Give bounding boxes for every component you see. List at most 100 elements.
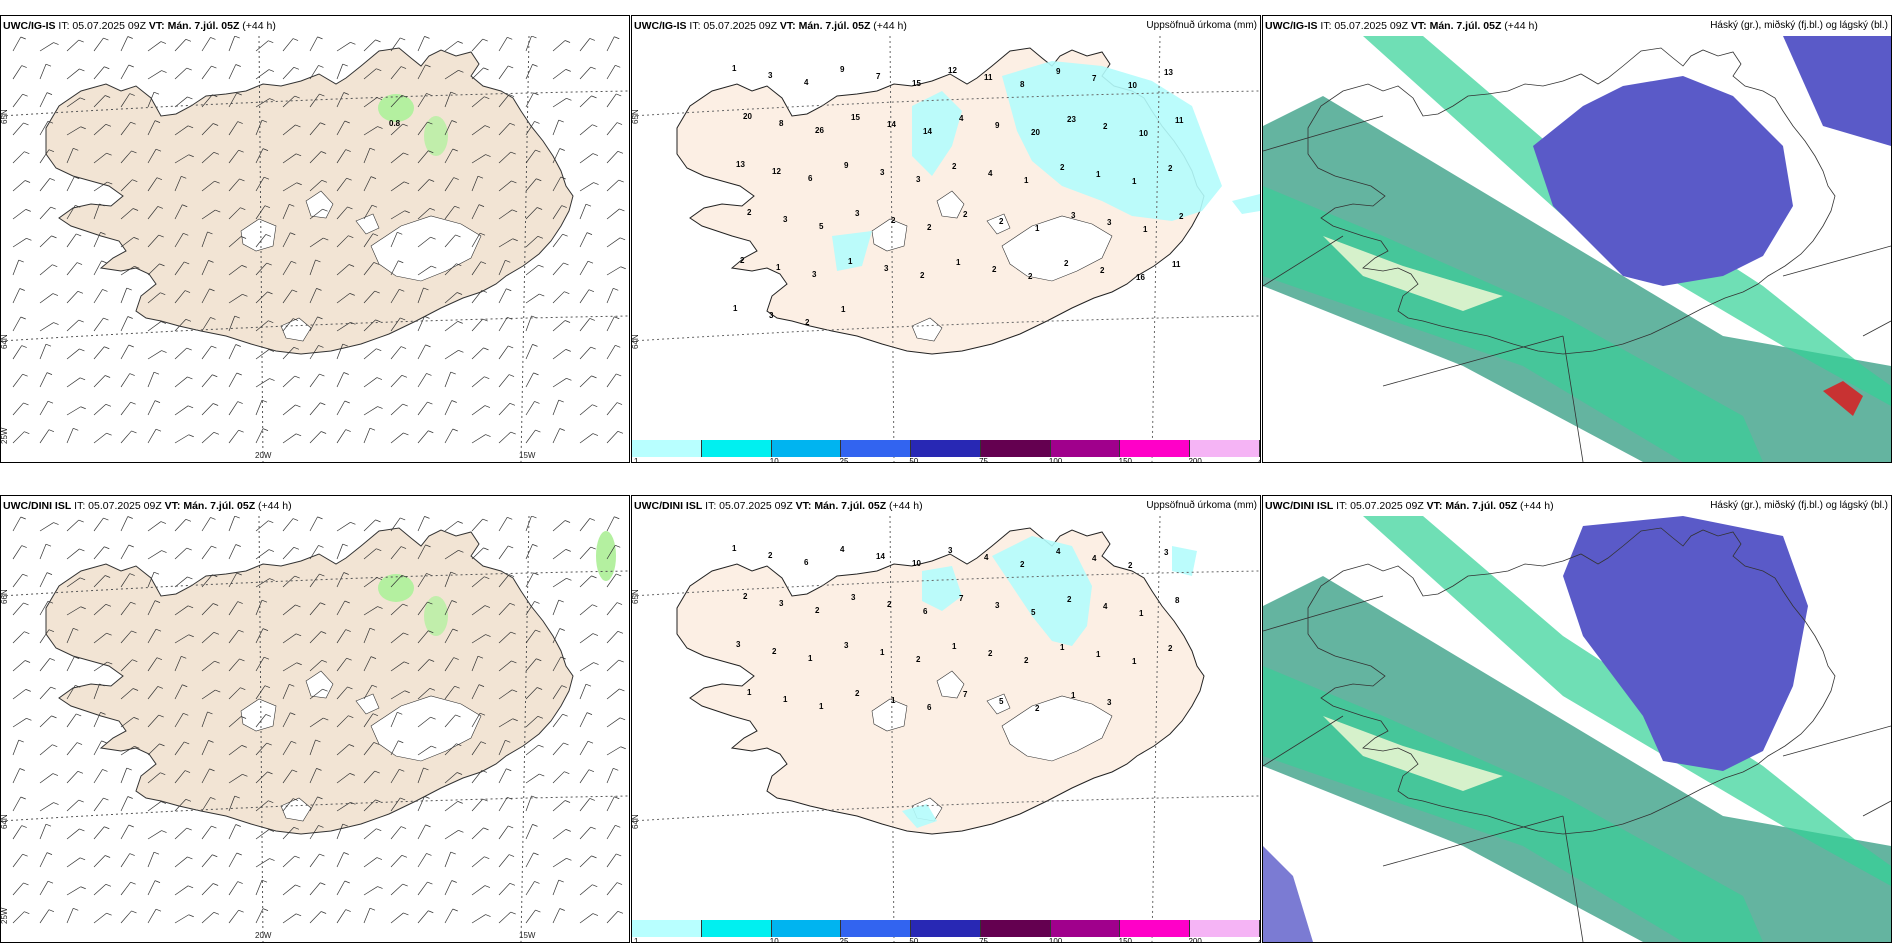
precip-value: 23 (1067, 115, 1076, 124)
wind-barb (363, 828, 382, 840)
wind-barb (120, 316, 133, 332)
wind-barb (201, 37, 216, 52)
wind-barb (579, 913, 599, 924)
high-cloud-band (1363, 516, 1891, 886)
precip-value: 4 (804, 78, 809, 87)
precip-value: 20 (1031, 128, 1040, 137)
glacier-area (986, 213, 1011, 235)
wind-barb (282, 346, 300, 360)
wind-barb (471, 67, 489, 80)
wind-barb (147, 571, 160, 588)
wind-barb (228, 795, 240, 812)
wind-barb (174, 856, 193, 868)
lat-label: 64N (1, 814, 9, 829)
iceland-outline (1307, 47, 1836, 355)
wind-barb (498, 151, 516, 164)
wind-barb (363, 656, 377, 672)
wind-barb (228, 121, 243, 136)
wind-barb (66, 262, 83, 276)
glacier-area (911, 317, 943, 342)
wind-barb (390, 37, 406, 52)
wind-barb (309, 659, 328, 672)
wind-barb (390, 288, 405, 304)
wind-barb (66, 176, 80, 192)
wind-barb (417, 401, 433, 416)
wind-barb (552, 520, 571, 532)
wind-barb (579, 633, 599, 644)
colorbar-label: 1 (634, 457, 639, 463)
precip-value: 2 (1168, 164, 1173, 173)
wind-barb (228, 601, 243, 616)
wind-barb (39, 773, 59, 784)
wind-barb (39, 63, 52, 80)
wind-barb (93, 232, 106, 248)
wind-barb (552, 549, 571, 560)
wind-barb (174, 798, 192, 812)
wind-barb (228, 178, 245, 192)
wind-barb (390, 740, 404, 756)
wind-barb (390, 210, 410, 220)
wind-barb (336, 543, 348, 560)
lat-lon-grid (1, 516, 629, 942)
wind-barb (282, 124, 301, 136)
wind-barb (201, 345, 217, 360)
colorbar-cell (771, 440, 842, 457)
wind-barb (579, 884, 598, 896)
map-area: 65N 64N 1 3 4 9 7 15 12 11 8 9 7 10 13 20 8 26 15 14 14 4 9 20 2… (632, 36, 1260, 462)
wind-barb (336, 149, 351, 164)
wind-barb (93, 181, 113, 192)
wind-barb (282, 798, 299, 812)
wind-barb (417, 287, 429, 304)
wind-barb (309, 825, 324, 840)
wind-barb (12, 180, 31, 192)
glacier-area (370, 695, 482, 762)
wind-barb (12, 288, 25, 304)
precip-value: 2 (747, 208, 752, 217)
precip-value: 1 (1096, 170, 1101, 179)
init-time: IT: 05.07.2025 09Z (705, 500, 793, 512)
precip-value: 14 (876, 552, 885, 561)
lon-label: 15W (519, 931, 536, 940)
wind-barb (525, 629, 541, 644)
colorbar-label: 50 (909, 937, 919, 943)
wind-barb (93, 740, 107, 756)
wind-barb (498, 574, 515, 588)
map-area: 65N 64N 1 2 6 4 14 10 3 4 2 4 4 2 3 2 3 2 3 2 6 7 3 5 2 4 1 8 3 2 1 3 1 2… (632, 516, 1260, 942)
wind-barb (606, 824, 621, 840)
precip-value: 5 (1031, 608, 1036, 617)
wind-barb (282, 575, 300, 588)
wind-barb (255, 685, 271, 700)
wind-barb (552, 291, 570, 304)
wind-barb (336, 63, 348, 80)
wind-barb (498, 180, 517, 192)
wind-barb (12, 516, 26, 532)
wind-barb (201, 631, 220, 644)
precip-value: 3 (783, 215, 788, 224)
wind-barb (201, 123, 219, 136)
colorbar-labels: 1 10 25 50 75 100 150 200 400 (632, 937, 1260, 943)
wind-barb (498, 768, 512, 784)
wind-barb (282, 182, 302, 192)
glacier-area (305, 190, 334, 219)
wind-barb (174, 634, 194, 644)
glacier-area (936, 670, 965, 699)
wind-barb (552, 97, 572, 108)
wind-barb (174, 712, 189, 728)
wind-barb (66, 770, 84, 784)
precip-value: 1 (776, 263, 781, 272)
wind-barb (606, 64, 621, 80)
wind-barb (336, 572, 349, 588)
wind-barb (417, 853, 432, 868)
wind-barb (255, 349, 275, 360)
wind-barb (66, 377, 86, 388)
wind-barb (579, 575, 597, 588)
wind-barb (309, 882, 326, 896)
wind-barb (255, 234, 271, 248)
wind-barb (174, 885, 194, 896)
wind-barb (552, 685, 567, 700)
wind-barb (525, 92, 539, 108)
wind-barb (444, 177, 459, 192)
precip-value: 2 (1024, 656, 1029, 665)
wind-barb (66, 348, 85, 360)
precip-value: 2 (1064, 259, 1069, 268)
